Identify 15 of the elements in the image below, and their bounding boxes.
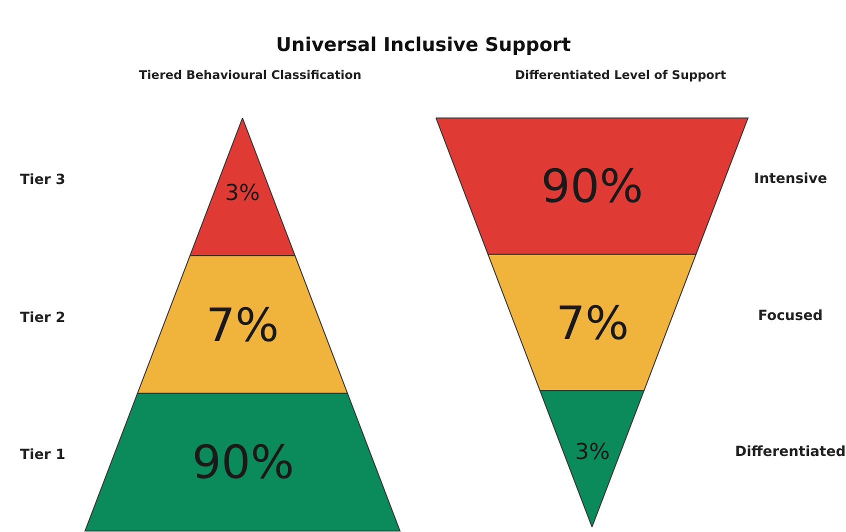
data-label: 3% (575, 440, 610, 465)
category-label: Tier 3 (20, 172, 66, 188)
text: Differentiated Level of Support (515, 68, 726, 82)
data-label: 7% (206, 298, 279, 352)
category-label: Focused (758, 308, 823, 324)
category-label: Differentiated (735, 444, 846, 460)
category-label: Intensive (754, 171, 828, 187)
text: Tiered Behavioural Classification (139, 68, 362, 82)
text: Universal Inclusive Support (276, 34, 571, 56)
data-label: 90% (541, 159, 644, 213)
data-label: 7% (556, 296, 629, 350)
data-label: 3% (225, 181, 260, 206)
category-label: Tier 2 (20, 310, 66, 326)
data-label: 90% (192, 435, 294, 489)
category-label: Tier 1 (20, 447, 66, 463)
